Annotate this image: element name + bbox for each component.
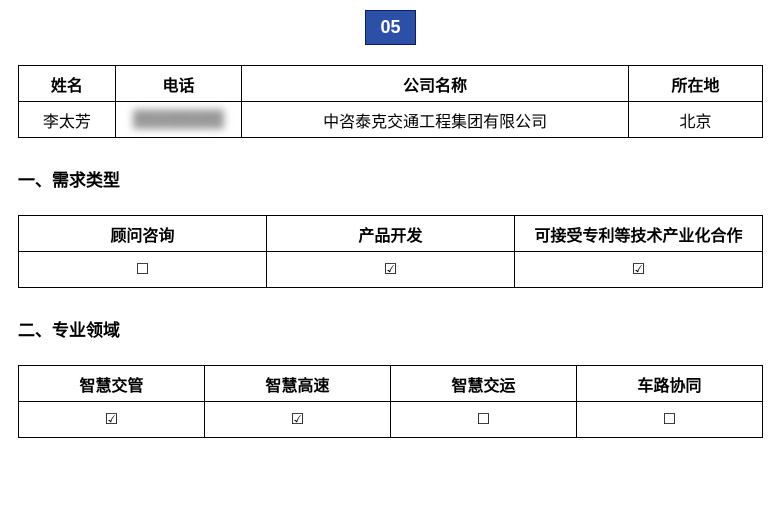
checkbox-product-dev: ☑ bbox=[267, 252, 515, 288]
checkbox-v2x: ☐ bbox=[577, 402, 763, 438]
header-consulting: 顾问咨询 bbox=[19, 216, 267, 252]
demand-type-table: 顾问咨询 产品开发 可接受专利等技术产业化合作 ☐ ☑ ☑ bbox=[18, 215, 763, 288]
checkbox-smart-transit: ☐ bbox=[391, 402, 577, 438]
badge-container: 05 bbox=[18, 10, 763, 45]
header-phone: 电话 bbox=[115, 66, 241, 102]
cell-location: 北京 bbox=[629, 102, 763, 138]
header-name: 姓名 bbox=[19, 66, 116, 102]
cell-company: 中咨泰克交通工程集团有限公司 bbox=[242, 102, 629, 138]
header-location: 所在地 bbox=[629, 66, 763, 102]
table-header-row: 顾问咨询 产品开发 可接受专利等技术产业化合作 bbox=[19, 216, 763, 252]
table-row: 李太芳 ████████ 中咨泰克交通工程集团有限公司 北京 bbox=[19, 102, 763, 138]
header-smart-transit: 智慧交运 bbox=[391, 366, 577, 402]
domain-title: 二、专业领域 bbox=[18, 316, 763, 341]
header-traffic-mgmt: 智慧交管 bbox=[19, 366, 205, 402]
header-product-dev: 产品开发 bbox=[267, 216, 515, 252]
table-row: ☐ ☑ ☑ bbox=[19, 252, 763, 288]
table-header-row: 智慧交管 智慧高速 智慧交运 车路协同 bbox=[19, 366, 763, 402]
domain-table: 智慧交管 智慧高速 智慧交运 车路协同 ☑ ☑ ☐ ☐ bbox=[18, 365, 763, 438]
number-badge: 05 bbox=[365, 10, 415, 45]
header-patent-coop: 可接受专利等技术产业化合作 bbox=[515, 216, 763, 252]
demand-type-title: 一、需求类型 bbox=[18, 166, 763, 191]
header-company: 公司名称 bbox=[242, 66, 629, 102]
cell-name: 李太芳 bbox=[19, 102, 116, 138]
contact-info-table: 姓名 电话 公司名称 所在地 李太芳 ████████ 中咨泰克交通工程集团有限… bbox=[18, 65, 763, 138]
table-header-row: 姓名 电话 公司名称 所在地 bbox=[19, 66, 763, 102]
checkbox-consulting: ☐ bbox=[19, 252, 267, 288]
checkbox-patent-coop: ☑ bbox=[515, 252, 763, 288]
checkbox-smart-highway: ☑ bbox=[205, 402, 391, 438]
redacted-phone: ████████ bbox=[133, 111, 224, 128]
cell-phone: ████████ bbox=[115, 102, 241, 138]
checkbox-traffic-mgmt: ☑ bbox=[19, 402, 205, 438]
header-v2x: 车路协同 bbox=[577, 366, 763, 402]
table-row: ☑ ☑ ☐ ☐ bbox=[19, 402, 763, 438]
header-smart-highway: 智慧高速 bbox=[205, 366, 391, 402]
